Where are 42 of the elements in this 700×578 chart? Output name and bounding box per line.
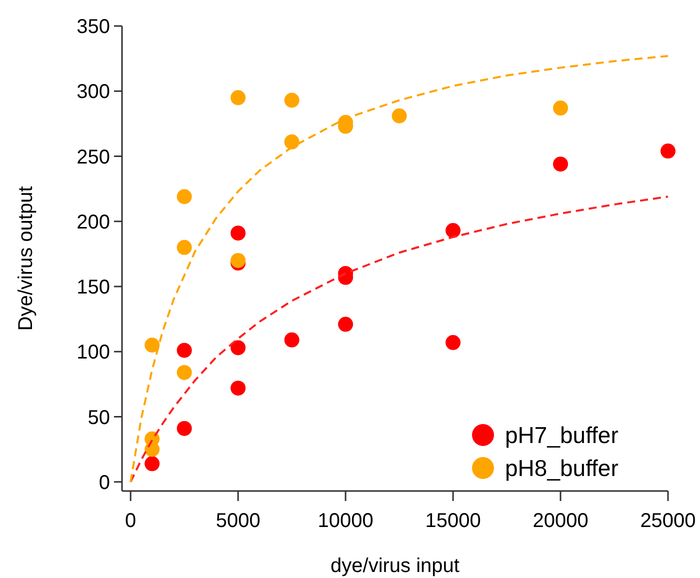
x-tick-label: 15000: [425, 510, 481, 532]
x-tick-label: 20000: [532, 510, 588, 532]
y-tick-label: 0: [98, 472, 110, 494]
point: [446, 222, 461, 238]
point: [176, 364, 192, 380]
point: [230, 340, 246, 356]
point: [553, 100, 568, 116]
point: [176, 420, 192, 436]
x-tick-label: 0: [125, 510, 136, 532]
y-tick-label: 200: [76, 211, 110, 234]
legend-label: pH7_buffer: [505, 422, 619, 448]
point: [660, 144, 676, 159]
point: [284, 332, 300, 348]
point: [230, 226, 246, 241]
y-tick-label: 350: [76, 16, 110, 38]
y-tick-label: 150: [76, 276, 110, 299]
point: [553, 156, 568, 172]
y-axis-title: Dye/virus output: [15, 186, 37, 331]
point: [284, 92, 300, 108]
x-tick-label: 10000: [318, 510, 374, 532]
point: [144, 456, 160, 472]
y-tick-label: 300: [76, 81, 110, 104]
point: [176, 240, 192, 255]
y-tick-label: 100: [76, 342, 110, 364]
point: [176, 189, 192, 204]
line-series: [130, 54, 669, 483]
point: [176, 342, 192, 358]
x-axis-title: dye/virus input: [330, 555, 460, 577]
point: [230, 90, 246, 106]
y-tick-label: 50: [88, 406, 110, 429]
point: [392, 108, 407, 124]
legend-label: pH8_buffer: [505, 455, 619, 482]
point: [284, 134, 300, 150]
y-tick-label: 250: [76, 146, 110, 168]
point: [338, 316, 354, 332]
x-tick-label: 25000: [640, 510, 696, 532]
point: [230, 380, 246, 396]
x-tick-label: 5000: [216, 510, 260, 532]
point: [144, 338, 160, 353]
line-series: [130, 196, 669, 483]
point: [230, 252, 246, 268]
point: [446, 335, 461, 350]
